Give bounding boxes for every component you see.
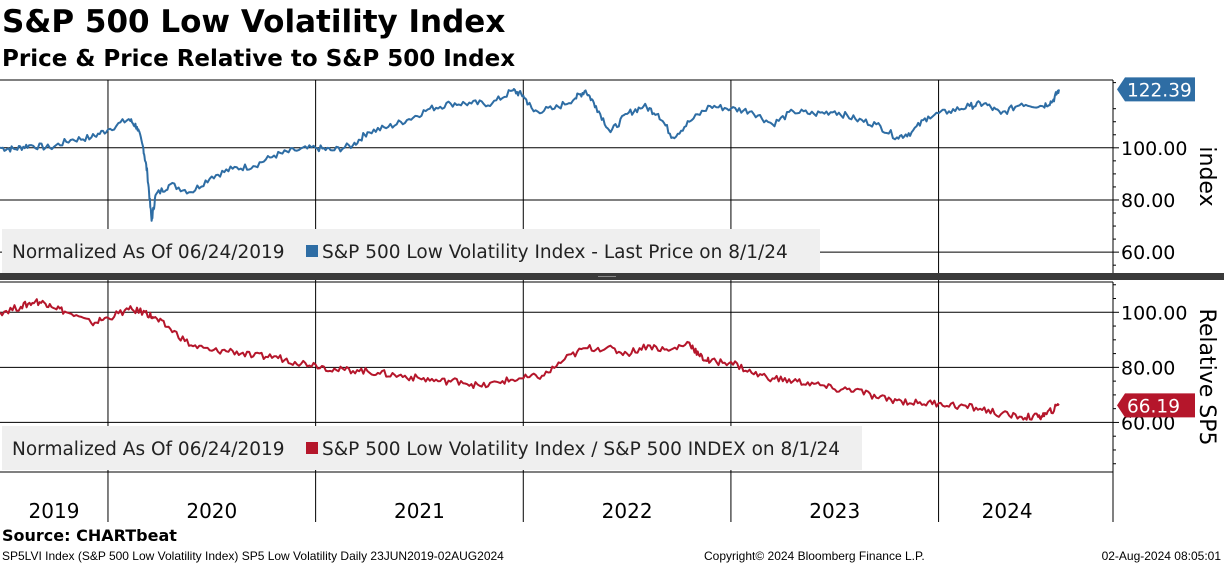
relative-series-line [0, 298, 1060, 421]
price-tick-label-1: 80.00 [1121, 190, 1175, 212]
price-last-value-badge: 122.39 [1117, 77, 1195, 102]
year-label-2023: 2023 [809, 499, 860, 523]
price-series-line [0, 88, 1060, 222]
relative-tick-label-1: 80.00 [1121, 357, 1175, 379]
panel-relative: 60.00 80.00 100.00 Normalized As Of 06/24/2… [0, 281, 1219, 472]
price-legend-swatch [306, 245, 318, 257]
relative-last-value-label: 66.19 [1127, 396, 1180, 417]
panel-separator-grip [598, 276, 616, 277]
price-tick-label-2: 100.00 [1121, 138, 1187, 160]
chart-title: S&P 500 Low Volatility Index [2, 4, 506, 40]
price-badge-shape [1117, 77, 1195, 102]
price-tick-label-0: 60.00 [1121, 242, 1175, 264]
price-last-value-label: 122.39 [1127, 80, 1192, 101]
year-label-2021: 2021 [394, 499, 445, 523]
year-label-2022: 2022 [602, 499, 653, 523]
relative-legend-bg [2, 426, 862, 470]
relative-legend-swatch [306, 442, 318, 454]
relative-tick-label-2: 100.00 [1121, 302, 1187, 324]
relative-badge-shape [1117, 393, 1195, 418]
timestamp: 02-Aug-2024 08:05:01 [1101, 549, 1221, 563]
relative-last-value-badge: 66.19 [1117, 393, 1195, 418]
source-note: Source: CHARTbeat [2, 526, 177, 545]
year-label-2020: 2020 [186, 499, 237, 523]
panel-price: 60.00 80.00 100.00 Normalized As Of 06/24/2… [0, 77, 1219, 273]
price-legend-bg [2, 229, 820, 273]
year-label-2019: 2019 [29, 499, 80, 523]
relative-legend-prefix: Normalized As Of 06/24/2019 [12, 439, 285, 460]
price-legend-series-label: S&P 500 Low Volatility Index - Last Pric… [322, 242, 788, 263]
year-label-2024: 2024 [982, 499, 1033, 523]
price-axis-title: index [1194, 146, 1219, 206]
price-legend: Normalized As Of 06/24/2019 S&P 500 Low V… [2, 229, 820, 273]
copyright-note: Copyright© 2024 Bloomberg Finance L.P. [704, 549, 925, 563]
relative-tick-label-0: 60.00 [1121, 412, 1175, 434]
relative-legend: Normalized As Of 06/24/2019 S&P 500 Low V… [2, 426, 862, 470]
chart-subtitle: Price & Price Relative to S&P 500 Index [2, 46, 516, 72]
ticker-info: SP5LVI Index (S&P 500 Low Volatility Ind… [2, 549, 504, 563]
relative-legend-series-label: S&P 500 Low Volatility Index / S&P 500 I… [322, 439, 840, 460]
price-legend-prefix: Normalized As Of 06/24/2019 [12, 242, 285, 263]
relative-axis-title: Relative SP5 [1194, 309, 1219, 446]
